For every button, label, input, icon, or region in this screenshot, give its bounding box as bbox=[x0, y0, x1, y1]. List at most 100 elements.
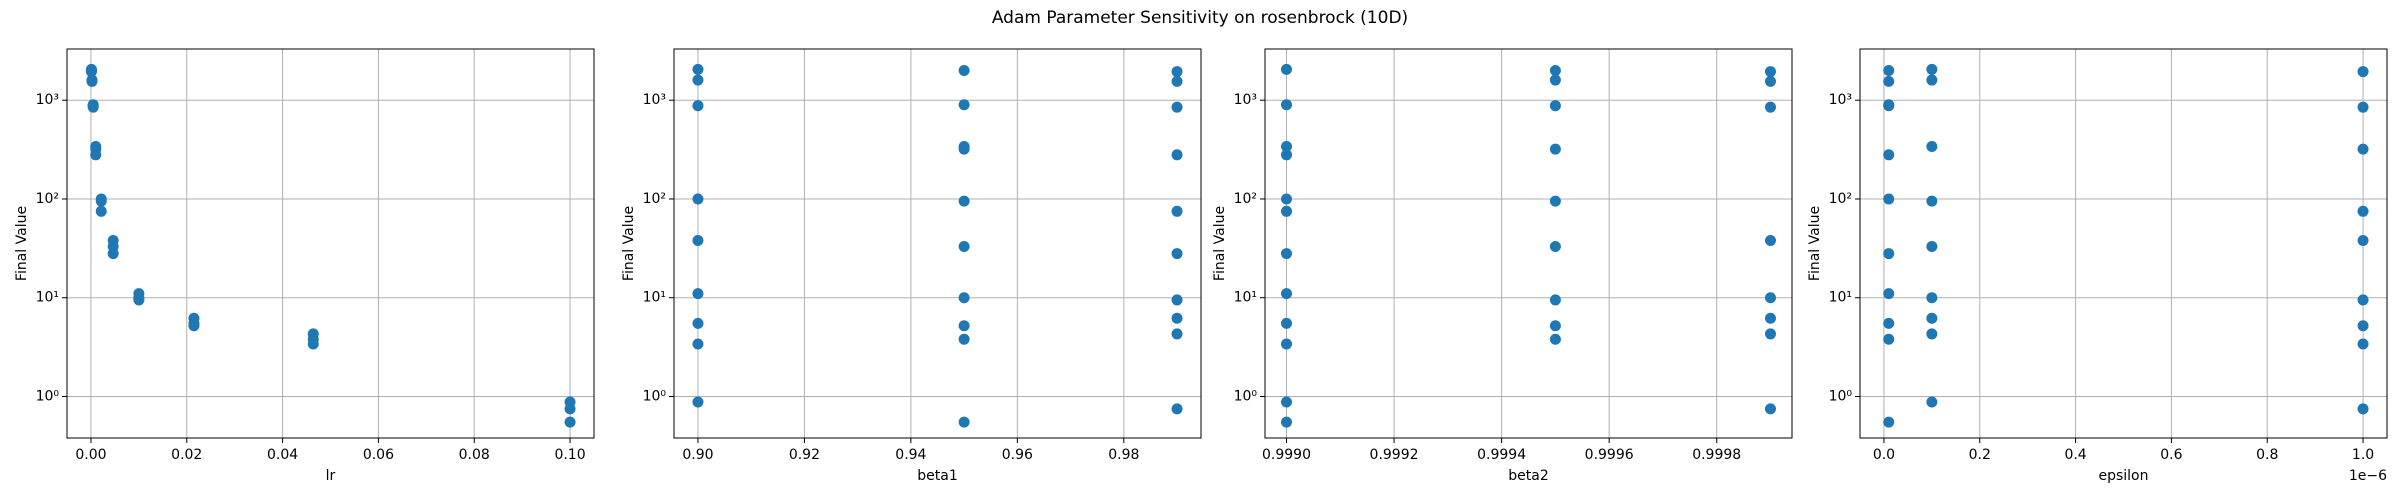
point bbox=[692, 338, 704, 350]
x-tick-label: 0.10 bbox=[554, 447, 585, 463]
point bbox=[2357, 66, 2369, 78]
point bbox=[958, 143, 970, 155]
point bbox=[1883, 193, 1895, 205]
point bbox=[692, 234, 704, 246]
x-tick-label: 0.04 bbox=[267, 447, 298, 463]
point bbox=[1764, 312, 1776, 324]
point bbox=[1549, 143, 1561, 155]
x-tick-label: 0.9994 bbox=[1477, 447, 1526, 463]
point bbox=[692, 63, 704, 75]
y-tick-label: 10³ bbox=[643, 92, 666, 108]
axes-frame bbox=[1859, 48, 2388, 439]
x-tick-label: 0.9990 bbox=[1262, 447, 1311, 463]
point bbox=[1549, 241, 1561, 253]
point bbox=[2357, 320, 2369, 332]
y-tick-label: 10² bbox=[1234, 191, 1257, 207]
x-tick-label: 0.96 bbox=[1002, 447, 1033, 463]
point bbox=[107, 248, 119, 260]
point bbox=[958, 292, 970, 304]
point bbox=[1764, 328, 1776, 340]
point bbox=[1171, 403, 1183, 415]
y-tick-label: 10³ bbox=[1829, 92, 1852, 108]
point bbox=[692, 396, 704, 408]
x-tick-label: 0.98 bbox=[1108, 447, 1139, 463]
point bbox=[85, 66, 97, 78]
x-axis-label: lr bbox=[326, 468, 336, 484]
point bbox=[1883, 100, 1895, 112]
point bbox=[1281, 205, 1293, 217]
point bbox=[95, 205, 107, 217]
point bbox=[1883, 416, 1895, 428]
x-tick-label: 0.9998 bbox=[1692, 447, 1741, 463]
x-tick-label: 0.4 bbox=[2064, 447, 2086, 463]
point bbox=[1171, 66, 1183, 78]
point bbox=[1171, 205, 1183, 217]
point bbox=[564, 403, 576, 415]
point bbox=[1549, 195, 1561, 207]
y-tick-label: 10³ bbox=[1234, 92, 1257, 108]
point bbox=[2357, 205, 2369, 217]
x-tick-label: 0.00 bbox=[75, 447, 106, 463]
axes-frame bbox=[1264, 48, 1793, 439]
point bbox=[1171, 294, 1183, 306]
x-tick-label: 0.08 bbox=[459, 447, 490, 463]
point bbox=[1549, 320, 1561, 332]
point bbox=[1926, 328, 1938, 340]
y-tick-label: 10² bbox=[643, 191, 666, 207]
y-axis-label: Final Value bbox=[1212, 206, 1228, 281]
point bbox=[1883, 288, 1895, 300]
y-axis-label: Final Value bbox=[14, 206, 30, 281]
x-axis-label: beta2 bbox=[1508, 468, 1548, 484]
point bbox=[1171, 75, 1183, 87]
point bbox=[1171, 312, 1183, 324]
point bbox=[1281, 140, 1293, 152]
x-tick-label: 0.94 bbox=[895, 447, 926, 463]
point bbox=[1281, 338, 1293, 350]
point bbox=[1281, 317, 1293, 329]
point bbox=[1926, 292, 1938, 304]
point bbox=[1926, 140, 1938, 152]
point bbox=[2357, 294, 2369, 306]
point bbox=[95, 195, 107, 207]
y-tick-label: 10¹ bbox=[643, 290, 666, 306]
point bbox=[1549, 74, 1561, 86]
point bbox=[1764, 403, 1776, 415]
point bbox=[1281, 149, 1293, 161]
point bbox=[188, 320, 200, 332]
x-offset-label: 1e−6 bbox=[2349, 468, 2387, 484]
point bbox=[1883, 248, 1895, 260]
point bbox=[958, 241, 970, 253]
x-tick-label: 0.8 bbox=[2256, 447, 2278, 463]
point bbox=[692, 100, 704, 112]
point bbox=[1281, 193, 1293, 205]
x-tick-label: 0.6 bbox=[2160, 447, 2182, 463]
point bbox=[1883, 317, 1895, 329]
point bbox=[958, 320, 970, 332]
point bbox=[1281, 248, 1293, 260]
point bbox=[1883, 333, 1895, 345]
point bbox=[87, 100, 99, 112]
point bbox=[1883, 75, 1895, 87]
figure-title: Adam Parameter Sensitivity on rosenbrock… bbox=[992, 8, 1408, 28]
point bbox=[1883, 149, 1895, 161]
x-tick-label: 0.0 bbox=[1873, 447, 1895, 463]
x-tick-label: 0.06 bbox=[363, 447, 394, 463]
point bbox=[1764, 234, 1776, 246]
point bbox=[1171, 149, 1183, 161]
x-tick-label: 0.9992 bbox=[1370, 447, 1419, 463]
point bbox=[692, 74, 704, 86]
point bbox=[307, 338, 319, 350]
point bbox=[1549, 294, 1561, 306]
point bbox=[1764, 75, 1776, 87]
point bbox=[1926, 63, 1938, 75]
point bbox=[2357, 143, 2369, 155]
point bbox=[133, 294, 145, 306]
y-tick-label: 10² bbox=[36, 191, 59, 207]
point bbox=[1281, 99, 1293, 111]
y-tick-label: 10⁰ bbox=[1234, 388, 1258, 404]
point bbox=[90, 149, 102, 161]
point bbox=[958, 99, 970, 111]
point bbox=[958, 64, 970, 76]
point bbox=[1926, 195, 1938, 207]
point bbox=[958, 333, 970, 345]
